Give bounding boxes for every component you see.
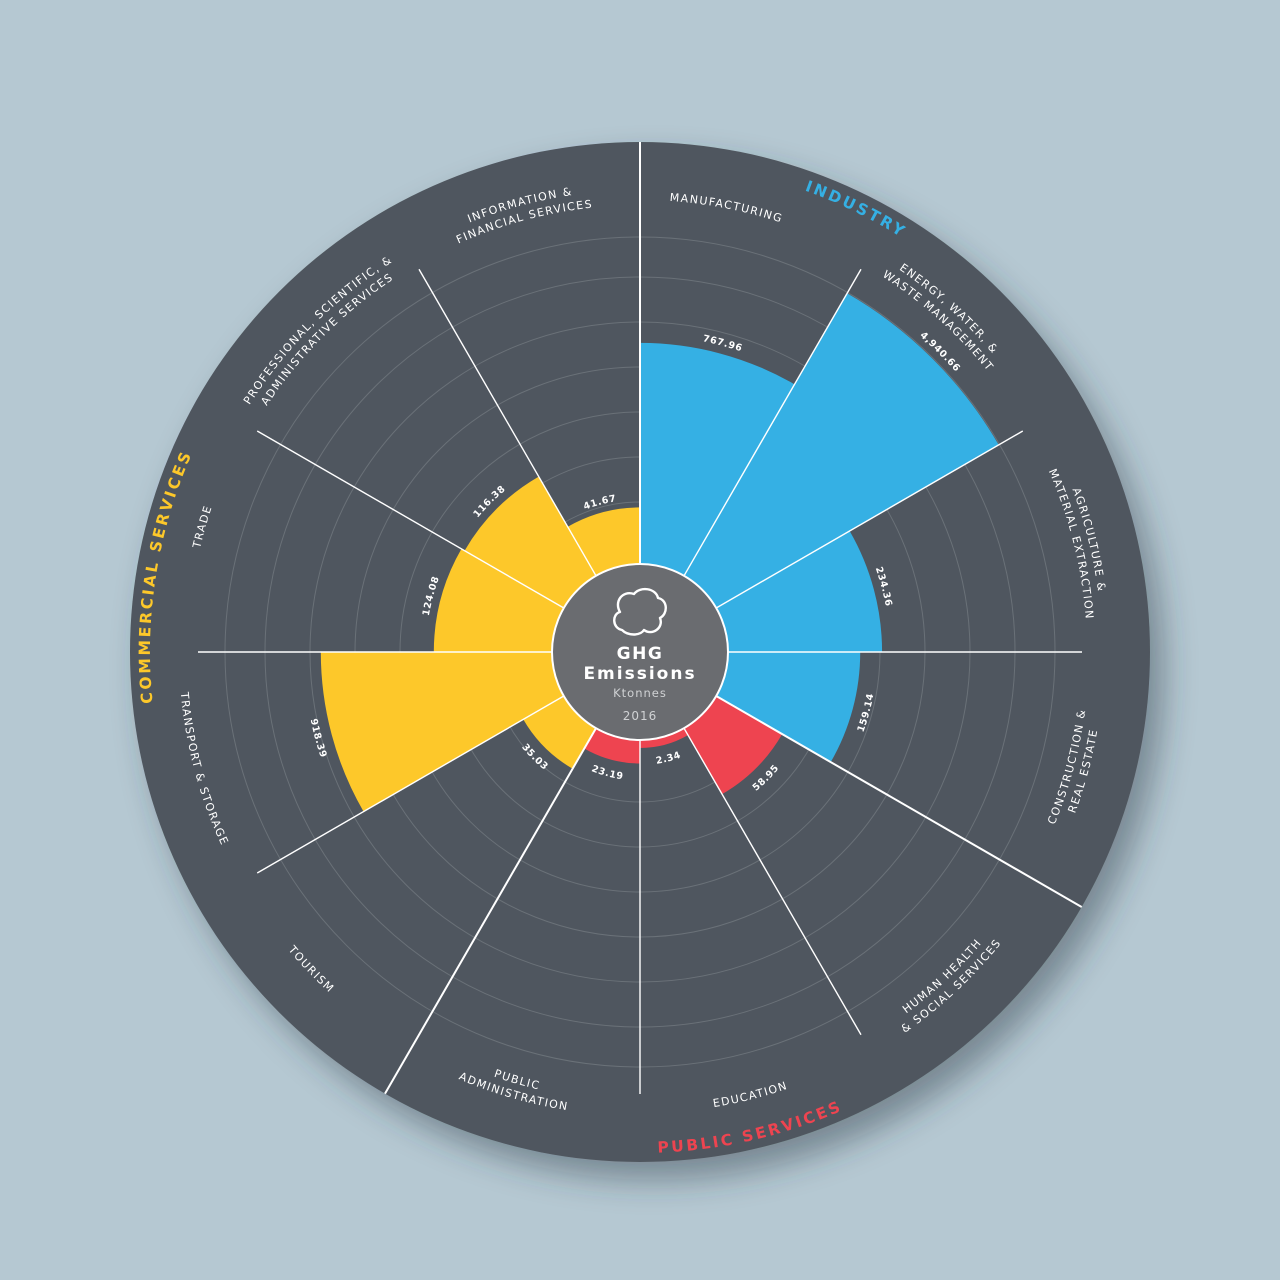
center-badge: GHG Emissions Ktonnes 2016 [551, 563, 729, 741]
sector-divider [715, 430, 1024, 609]
bar-professional-scientific-administrative-services [464, 476, 596, 608]
bar-construction-real-estate [716, 652, 861, 763]
cloud-icon [613, 587, 667, 636]
bars [320, 293, 999, 812]
bar-manufacturing [640, 342, 795, 576]
bar-transport-storage [320, 652, 564, 812]
sector-divider [418, 268, 597, 577]
sector-divider [683, 268, 862, 577]
bar-trade [433, 548, 564, 652]
sector-divider [384, 727, 597, 1095]
sector-dividers [198, 142, 1083, 1095]
bar-information-financial-services [567, 507, 640, 576]
center-year: 2016 [623, 709, 658, 723]
bar-agriculture-material-extraction [716, 530, 883, 652]
center-unit: Ktonnes [613, 686, 667, 700]
sector-divider [715, 695, 1083, 908]
center-title-line2: Emissions [583, 664, 696, 684]
sector-divider [256, 430, 565, 609]
sector-divider [683, 727, 862, 1036]
bar-energy-water-waste-management [684, 293, 999, 608]
bar-tourism [523, 696, 596, 769]
sector-divider [256, 695, 565, 874]
center-title-line1: GHG [617, 644, 664, 664]
center-circle [551, 563, 729, 741]
bar-public-administration [584, 728, 640, 764]
